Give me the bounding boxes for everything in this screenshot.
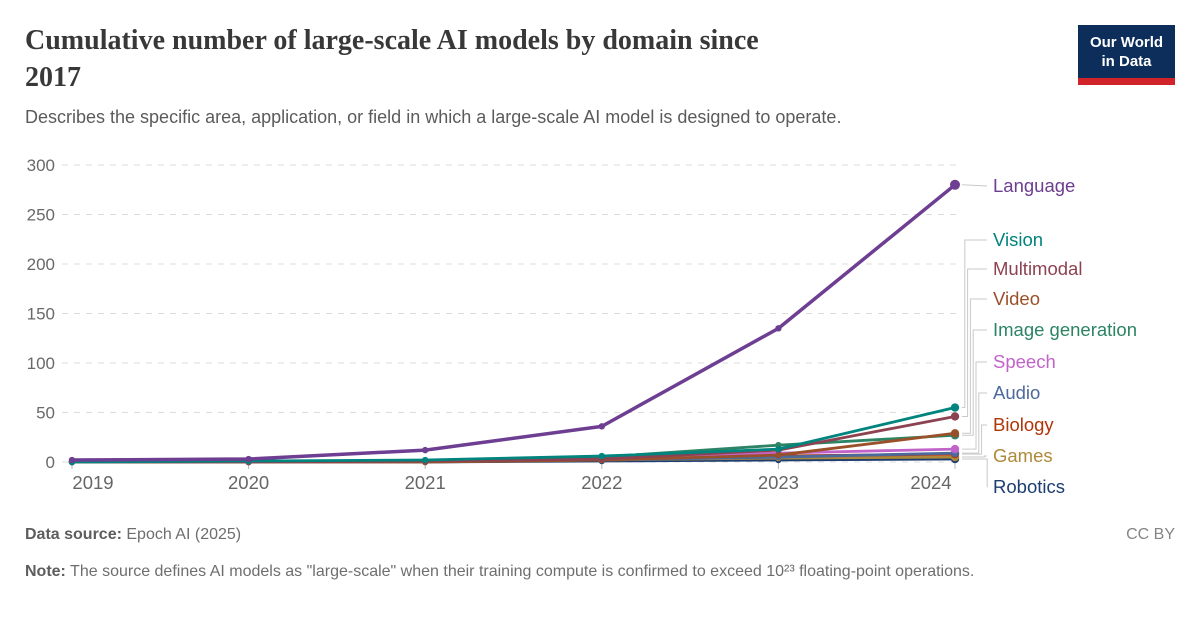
legend-label-speech[interactable]: Speech [993,351,1056,372]
x-tick-label-2021: 2021 [405,472,446,493]
data-point-video-2023 [775,451,782,459]
data-point-vision-2024 [950,403,960,412]
y-tick-label-50: 50 [36,404,55,423]
x-tick-label-2023: 2023 [758,472,799,493]
legend-label-language[interactable]: Language [993,175,1075,196]
legend-connector-image-generation [962,329,987,436]
plot-area[interactable] [62,150,956,462]
series-path-language [70,183,957,462]
legend-label-audio[interactable]: Audio [993,382,1040,403]
x-tick-label-2024: 2024 [910,472,951,493]
data-point-language-2022 [598,423,605,430]
x-tick-label-2019: 2019 [72,472,113,493]
data-point-vision-2021 [422,456,429,464]
data-point-language-2019 [68,456,76,464]
y-tick-label-300: 300 [27,156,55,175]
legend-label-vision[interactable]: Vision [993,229,1043,250]
y-tick-label-200: 200 [27,255,55,274]
note-label: Note: [25,563,66,580]
owid-logo-accent-bar [1078,78,1175,85]
data-point-language-2020 [245,455,252,463]
data-point-language-2023 [775,325,782,332]
data-point-language-2021 [422,446,429,454]
owid-logo-text: Our World in Data [1078,25,1175,78]
legend-label-biology[interactable]: Biology [993,414,1054,435]
legend-connector-multimodal [962,268,987,417]
legend-connector-speech [962,361,987,450]
legend-connector-robotics [962,458,988,488]
title-line-2: 2017 [25,62,81,93]
legend-connector-language [961,184,988,187]
x-tick-label-2020: 2020 [228,472,269,493]
page-title: Cumulative number of large-scale AI mode… [25,22,1065,96]
legend-label-games[interactable]: Games [993,445,1053,466]
line-chart[interactable]: 0 50 100 150 200 250 300 2019 2020 2021 2022 2023 20… [0,0,1200,510]
legend-label-image-generation[interactable]: Image generation [993,319,1137,340]
data-point-vision-2023 [775,445,782,453]
series-path-vision [70,406,957,464]
y-tick-label-150: 150 [27,305,55,324]
y-tick-label-0: 0 [46,453,55,472]
series-line-language[interactable] [68,179,960,464]
y-tick-label-100: 100 [27,354,55,373]
legend-connector-vision [962,239,987,409]
legend-label-robotics[interactable]: Robotics [993,476,1065,497]
legend-connector-biology [962,424,987,455]
y-tick-label-250: 250 [27,206,55,225]
chart-header: Cumulative number of large-scale AI mode… [25,22,1175,129]
legend-connector-video [962,298,987,434]
license-link[interactable]: CC BY [1126,526,1175,543]
owid-logo[interactable]: Our World in Data [1078,25,1175,85]
note-text: The source defines AI models as "large-s… [65,563,975,580]
title-line-1: Cumulative number of large-scale AI mode… [25,25,759,56]
legend-label-multimodal[interactable]: Multimodal [993,258,1082,279]
legend-connector-audio [962,392,987,454]
data-source-label: Data source: [25,526,122,543]
data-source-value: Epoch AI (2025) [121,526,242,543]
chart-note: Note: The source defines AI models as "l… [25,559,1130,585]
data-point-language-2024 [950,179,960,190]
data-point-vision-2022 [598,452,605,460]
chart-canvas: 0 50 100 150 200 250 300 2019 2020 2021 2022 2023 20… [0,0,1200,510]
chart-footer: Data source: Epoch AI (2025) CC BY Note:… [25,524,1175,585]
data-point-multimodal-2024 [950,412,960,421]
x-tick-label-2022: 2022 [581,472,622,493]
owid-logo-line1: Our World [1089,34,1164,51]
legend-connector-games [962,455,987,458]
chart-subtitle: Describes the specific area, application… [25,107,842,127]
data-point-video-2024 [950,429,960,438]
data-point-speech-2024 [950,444,960,454]
data-source-line: Data source: Epoch AI (2025) [25,524,241,546]
owid-logo-line2: in Data [1101,53,1152,70]
legend-label-video[interactable]: Video [993,288,1040,309]
